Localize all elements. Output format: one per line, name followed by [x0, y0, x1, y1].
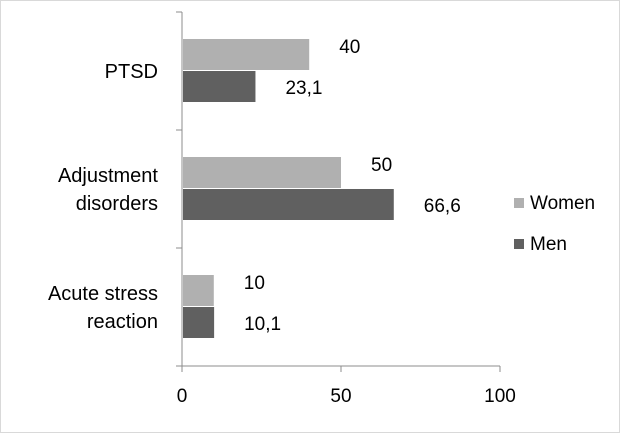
legend-label-women: Women	[530, 193, 595, 214]
data-label: 23,1	[285, 78, 322, 99]
bar-layer	[183, 39, 394, 338]
category-label: Acute stress reaction	[48, 283, 158, 333]
x-tick-label: 50	[330, 386, 351, 407]
category-label: PTSD	[105, 61, 158, 83]
data-label: 50	[371, 155, 392, 176]
data-label: 10	[244, 273, 265, 294]
bar-men-0	[183, 71, 256, 102]
x-tick-label: 0	[177, 386, 188, 407]
x-tick-label: 100	[484, 386, 516, 407]
bar-men-1	[183, 189, 394, 220]
axis-layer: 0 50 100	[176, 11, 516, 407]
data-label: 10,1	[244, 314, 281, 335]
bar-women-1	[183, 157, 341, 188]
legend-swatch-men	[514, 239, 524, 249]
legend-label-men: Men	[530, 234, 567, 255]
category-label: Adjustment disorders	[58, 165, 158, 215]
bar-men-2	[183, 307, 215, 338]
legend-swatch-women	[514, 198, 524, 208]
label-layer: PTSD Adjustment disorders Acute stress react…	[48, 37, 461, 335]
data-label: 40	[339, 37, 360, 58]
bar-women-2	[183, 275, 214, 306]
bar-women-0	[183, 39, 310, 70]
legend: Women Men	[514, 193, 595, 255]
data-label: 66,6	[424, 196, 461, 217]
